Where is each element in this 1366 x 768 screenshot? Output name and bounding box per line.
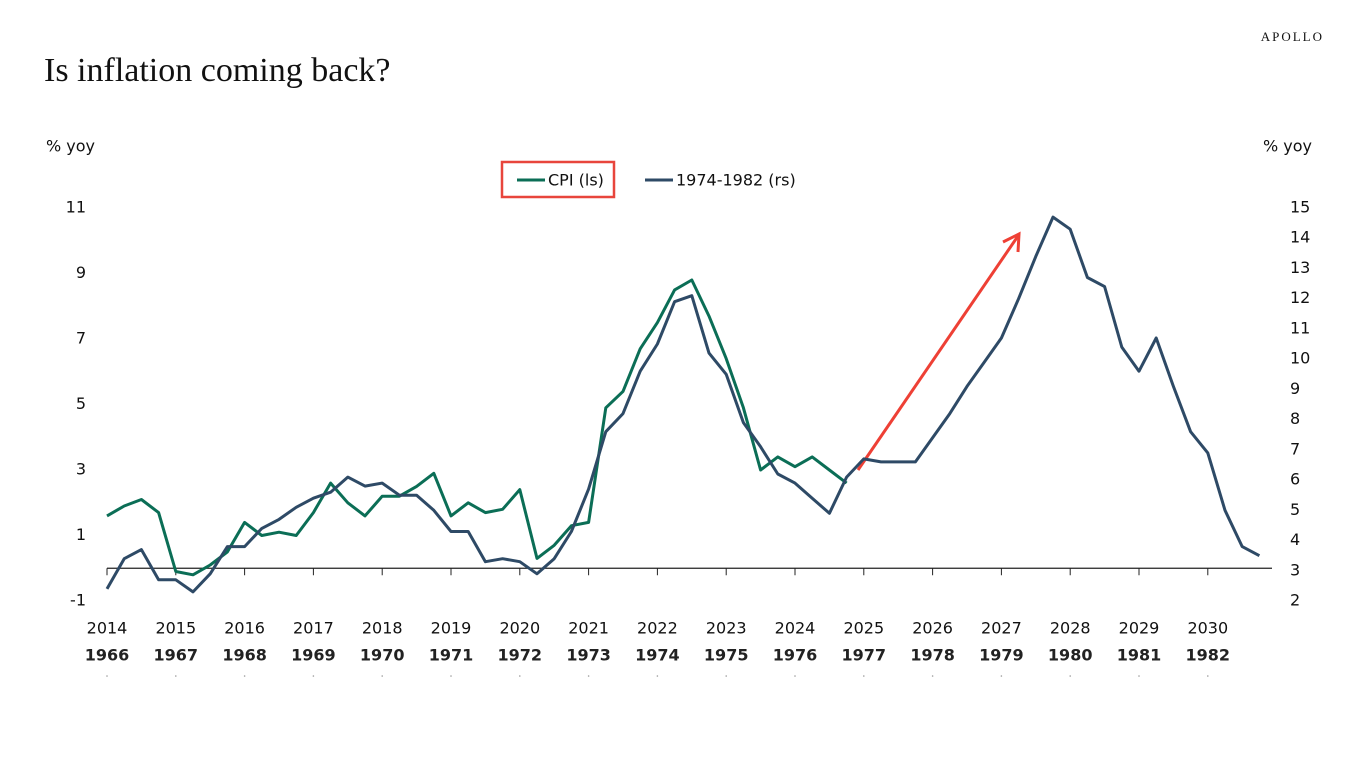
y2-tick-label: 9 bbox=[1290, 379, 1300, 398]
y-tick-label: 3 bbox=[76, 460, 86, 479]
y2-axis-label: % yoy bbox=[1263, 137, 1312, 156]
y2-tick-label: 6 bbox=[1290, 470, 1300, 489]
x-tick-label: 2030 bbox=[1187, 619, 1228, 638]
y2-tick-label: 8 bbox=[1290, 409, 1300, 428]
y2-tick-label: 3 bbox=[1290, 560, 1300, 579]
y2-tick-label: 7 bbox=[1290, 439, 1300, 458]
x2-tick bbox=[381, 675, 384, 677]
x-tick-label: 2017 bbox=[293, 619, 334, 638]
x2-tick-label: 1977 bbox=[842, 646, 887, 665]
x2-tick-label: 1982 bbox=[1186, 646, 1231, 665]
y2-tick-label: 10 bbox=[1290, 349, 1310, 368]
x-tick-label: 2020 bbox=[499, 619, 540, 638]
x2-tick bbox=[656, 675, 659, 677]
x2-tick-label: 1968 bbox=[222, 646, 267, 665]
series-line bbox=[106, 278, 848, 577]
chart-title: Is inflation coming back? bbox=[44, 52, 391, 89]
x-tick-label: 2022 bbox=[637, 619, 678, 638]
x2-tick-label: 1973 bbox=[566, 646, 611, 665]
x-tick-label: 2015 bbox=[155, 619, 196, 638]
x2-tick bbox=[106, 675, 108, 677]
x2-tick-label: 1966 bbox=[85, 646, 130, 665]
y-axis-label: % yoy bbox=[46, 137, 95, 156]
y2-tick-label: 12 bbox=[1290, 288, 1310, 307]
x2-tick-label: 1967 bbox=[154, 646, 199, 665]
y-tick-label: 11 bbox=[66, 198, 86, 217]
x2-tick-label: 1970 bbox=[360, 646, 405, 665]
x2-tick bbox=[587, 675, 590, 677]
x2-tick-label: 1969 bbox=[291, 646, 336, 665]
y2-tick-label: 4 bbox=[1290, 530, 1300, 549]
x2-tick bbox=[450, 675, 452, 677]
y2-tick-label: 13 bbox=[1290, 258, 1310, 277]
legend-label: CPI (ls) bbox=[548, 171, 604, 190]
x2-tick bbox=[243, 675, 246, 677]
x2-tick-label: 1972 bbox=[498, 646, 543, 665]
brand: APOLLO bbox=[1261, 29, 1324, 44]
x-tick-label: 2016 bbox=[224, 619, 265, 638]
x2-tick bbox=[794, 675, 796, 677]
x-tick-label: 2026 bbox=[912, 619, 953, 638]
x2-tick-label: 1979 bbox=[979, 646, 1024, 665]
y2-tick-label: 14 bbox=[1290, 228, 1310, 247]
y-tick-label: 1 bbox=[76, 525, 86, 544]
x-tick-label: 2029 bbox=[1119, 619, 1160, 638]
x2-tick-label: 1971 bbox=[429, 646, 474, 665]
x2-tick-label: 1980 bbox=[1048, 646, 1093, 665]
x2-tick bbox=[931, 675, 934, 677]
x2-tick bbox=[1138, 675, 1140, 677]
x2-tick-label: 1981 bbox=[1117, 646, 1162, 665]
x2-tick bbox=[175, 675, 177, 677]
x-tick-label: 2027 bbox=[981, 619, 1022, 638]
x-tick-label: 2023 bbox=[706, 619, 747, 638]
x2-tick-label: 1976 bbox=[773, 646, 818, 665]
x2-tick bbox=[863, 675, 865, 677]
y2-tick-label: 2 bbox=[1290, 591, 1300, 610]
x-tick-label: 2021 bbox=[568, 619, 609, 638]
y2-tick-label: 5 bbox=[1290, 500, 1300, 519]
legend-label: 1974-1982 (rs) bbox=[676, 171, 796, 190]
y-tick-label: 9 bbox=[76, 263, 86, 282]
y-tick-label: -1 bbox=[70, 591, 86, 610]
y-tick-label: 5 bbox=[76, 394, 86, 413]
y2-tick-label: 15 bbox=[1290, 198, 1310, 217]
annotation-arrow bbox=[856, 231, 1021, 471]
x-tick-label: 2024 bbox=[775, 619, 816, 638]
x-tick-label: 2025 bbox=[843, 619, 884, 638]
x-tick-label: 2019 bbox=[431, 619, 472, 638]
x2-tick bbox=[519, 675, 521, 677]
series-line bbox=[105, 215, 1261, 594]
x2-tick bbox=[1069, 675, 1071, 677]
x2-tick bbox=[1207, 675, 1209, 677]
x2-tick bbox=[725, 675, 727, 677]
highlight-box bbox=[500, 160, 616, 199]
x2-tick-label: 1975 bbox=[704, 646, 749, 665]
x2-tick bbox=[312, 675, 315, 677]
x2-tick bbox=[1000, 675, 1003, 677]
x2-tick-label: 1974 bbox=[635, 646, 680, 665]
y2-tick-label: 11 bbox=[1290, 318, 1310, 337]
x-tick-label: 2014 bbox=[87, 619, 128, 638]
x2-tick-label: 1978 bbox=[910, 646, 955, 665]
y-tick-label: 7 bbox=[76, 329, 86, 348]
x-tick-label: 2018 bbox=[362, 619, 403, 638]
x-tick-label: 2028 bbox=[1050, 619, 1091, 638]
